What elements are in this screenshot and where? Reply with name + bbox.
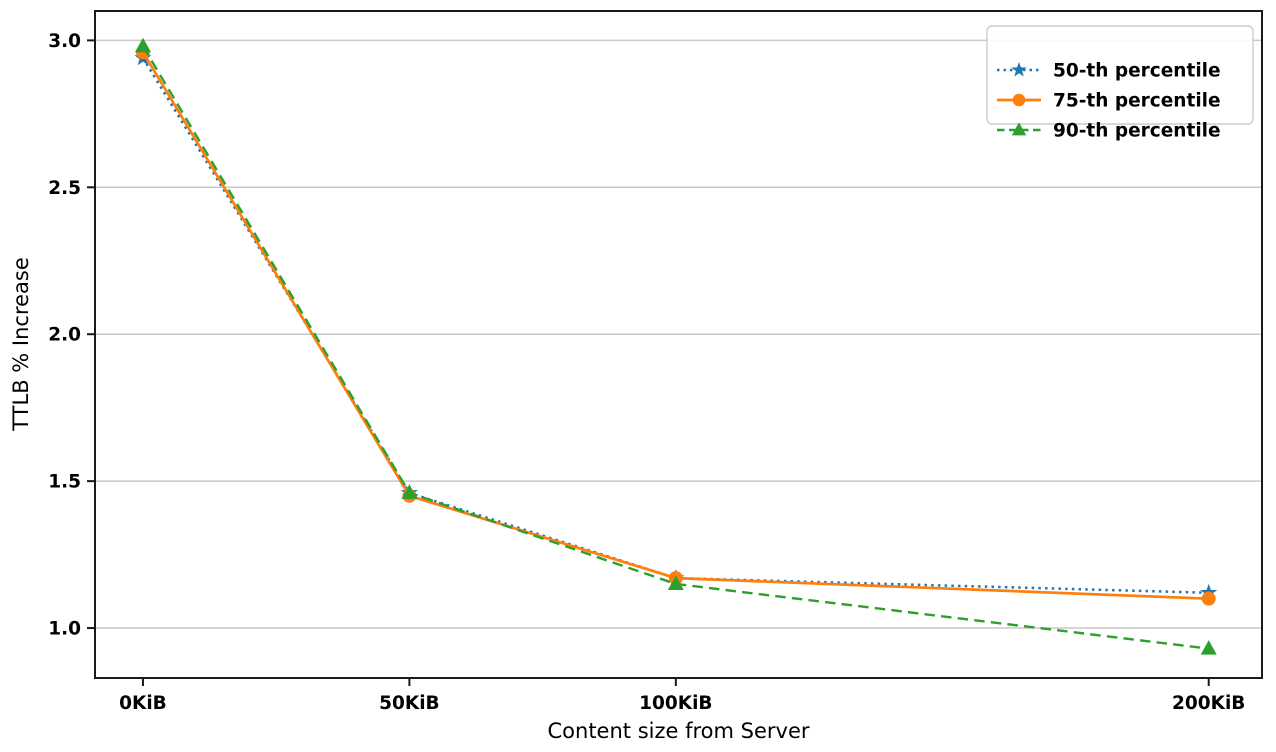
legend-triangle-marker [1011, 122, 1027, 136]
series-line-75-th-percentile [141, 51, 1209, 601]
circle-marker [1201, 591, 1216, 606]
legend-star-marker [1011, 61, 1027, 77]
y-tick-label: 2.5 [48, 178, 81, 199]
x-tick-label: 0KiB [119, 693, 167, 714]
plot-border [94, 10, 1263, 679]
legend-item: 90-th percentile [997, 121, 1221, 142]
y-tick-label: 3.0 [48, 31, 81, 52]
triangle-marker [134, 37, 151, 53]
y-tick-label: 2.0 [48, 325, 81, 346]
x-tick-label: 100KiB [639, 693, 712, 714]
y-tick-label: 1.0 [48, 619, 81, 640]
y-tick-label: 1.5 [48, 472, 81, 493]
triangle-marker [401, 484, 418, 499]
series-line-50-th-percentile [141, 57, 1209, 595]
legend-label: 50-th percentile [1053, 61, 1221, 82]
legend-item: 50-th percentile [997, 61, 1221, 82]
series-line-90-th-percentile [141, 45, 1209, 650]
triangle-marker [667, 575, 684, 590]
x-axis-label: Content size from Server [547, 719, 810, 743]
y-axis-label: TTLB % Increase [9, 257, 33, 431]
x-tick-label: 50KiB [379, 693, 440, 714]
legend: 50-th percentile 75-th percentile 90-th pe… [986, 25, 1254, 142]
legend-item: 75-th percentile [997, 91, 1221, 112]
legend-label: 75-th percentile [1053, 91, 1221, 112]
x-tick-label: 200KiB [1172, 693, 1245, 714]
legend-label: 90-th percentile [1053, 121, 1221, 142]
triangle-marker [1200, 640, 1217, 655]
legend-circle-marker [1012, 93, 1026, 107]
legend-box [986, 25, 1254, 125]
